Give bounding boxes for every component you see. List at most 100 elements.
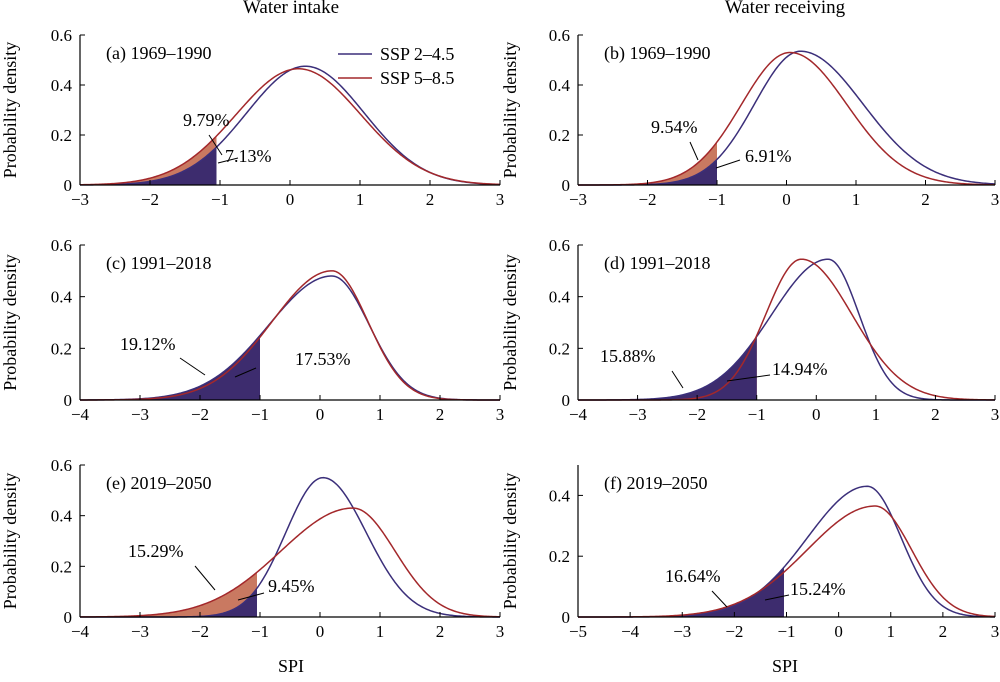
- y-axis-label: Probability density: [0, 42, 20, 179]
- x-tick-label: 2: [939, 622, 948, 641]
- panel-label: (d) 1991–2018: [604, 253, 711, 274]
- y-tick-label: 0.2: [51, 126, 72, 145]
- y-tick-label: 0.2: [549, 547, 570, 566]
- x-tick-label: 2: [436, 405, 445, 424]
- y-tick-label: 0.4: [549, 76, 571, 95]
- panel-label: (c) 1991–2018: [106, 253, 211, 274]
- y-tick-label: 0: [562, 391, 571, 410]
- x-axis-label-right: SPI: [772, 656, 798, 676]
- series-line-ssp245: [578, 485, 996, 618]
- x-tick-label: 1: [376, 405, 385, 424]
- annotation-leader: [711, 590, 728, 608]
- x-tick-label: −1: [251, 405, 269, 424]
- x-tick-label: −3: [131, 405, 149, 424]
- legend-label: SSP 5–8.5: [380, 68, 454, 88]
- annotation-leader: [689, 141, 699, 161]
- annotation-label: 9.45%: [268, 576, 315, 596]
- annotation-leader: [764, 594, 790, 601]
- annotation-label: 7.13%: [225, 146, 272, 166]
- annotation-label: 15.88%: [600, 346, 656, 366]
- annotation-leader: [715, 159, 741, 169]
- annotation-leader: [208, 134, 223, 156]
- annotation-label: 14.94%: [772, 359, 828, 379]
- series-line-ssp245: [578, 258, 995, 401]
- y-tick-label: 0: [562, 608, 571, 627]
- series-line-ssp585: [578, 505, 996, 618]
- x-tick-label: 2: [921, 190, 930, 209]
- series-line-ssp585: [80, 270, 500, 401]
- panel-label: (e) 2019–2050: [106, 473, 211, 494]
- y-tick-label: 0.6: [549, 26, 570, 45]
- y-tick-label: 0.4: [549, 288, 571, 307]
- y-axis-label: Probability density: [0, 473, 20, 610]
- y-tick-label: 0.4: [51, 507, 73, 526]
- x-tick-label: −2: [191, 622, 209, 641]
- x-tick-label: 3: [991, 190, 1000, 209]
- x-tick-label: −4: [621, 622, 640, 641]
- y-tick-label: 0.6: [51, 26, 72, 45]
- annotation-leader: [726, 374, 771, 382]
- x-tick-label: 0: [834, 622, 843, 641]
- x-tick-label: −4: [569, 405, 588, 424]
- y-tick-label: 0.2: [51, 557, 72, 576]
- tail-area-ssp245-top: [80, 588, 257, 617]
- x-tick-label: 0: [812, 405, 821, 424]
- x-tick-label: −1: [251, 622, 269, 641]
- annotation-label: 15.24%: [790, 579, 846, 599]
- x-tick-label: 0: [286, 190, 295, 209]
- x-tick-label: −1: [748, 405, 766, 424]
- x-tick-label: 2: [931, 405, 940, 424]
- panel-f: −5 −4 −3 −2 −1 0 1 2 3 0 0.2 0.4 Probability density…: [500, 465, 999, 641]
- y-tick-label: 0.2: [549, 339, 570, 358]
- x-tick-label: −2: [638, 190, 656, 209]
- panel-e: −4 −3 −2 −1 0 1 2 3 0 0.2 0.4 0.6 Probability densit…: [0, 456, 504, 641]
- x-tick-label: 3: [496, 622, 505, 641]
- x-tick-label: 0: [316, 405, 325, 424]
- annotation-label: 9.79%: [183, 110, 230, 130]
- tail-area-ssp585: [578, 572, 784, 617]
- annotation-label: 15.29%: [128, 541, 184, 561]
- y-tick-label: 0.2: [51, 339, 72, 358]
- x-tick-label: −3: [673, 622, 691, 641]
- series-line-ssp585: [79, 67, 501, 186]
- panel-b: −3 −2 −1 0 1 2 3 0 0.2 0.4 0.6 Probability density (…: [500, 26, 999, 209]
- y-tick-label: 0.6: [549, 236, 570, 255]
- panel-d: −4 −3 −2 −1 0 1 2 3 0 0.2 0.4 0.6 Probability densit…: [500, 236, 999, 424]
- x-tick-label: 2: [436, 622, 445, 641]
- annotation-leader: [237, 592, 265, 601]
- annotation-leader: [671, 370, 684, 389]
- panels-container: −3 −2 −1 0 1 2 3 0 0.2 0.4 0.6 Probability density (…: [0, 26, 999, 641]
- tail-area-ssp245-top: [578, 567, 784, 617]
- y-axis-label: Probability density: [500, 42, 520, 179]
- x-tick-label: 0: [782, 190, 791, 209]
- x-tick-label: −2: [725, 622, 743, 641]
- annotation-label: 19.12%: [120, 334, 176, 354]
- y-axis-label: Probability density: [500, 254, 520, 391]
- x-tick-label: −1: [777, 622, 795, 641]
- x-tick-label: −4: [71, 405, 90, 424]
- annotation-label: 16.64%: [665, 566, 721, 586]
- annotation-label: 9.54%: [651, 117, 698, 137]
- x-tick-label: −1: [211, 190, 229, 209]
- x-tick-label: −2: [688, 405, 706, 424]
- annotation-label: 17.53%: [295, 349, 351, 369]
- x-tick-label: 1: [356, 190, 365, 209]
- x-tick-label: −1: [708, 190, 726, 209]
- y-tick-label: 0.4: [51, 288, 73, 307]
- x-axis-label-left: SPI: [278, 656, 304, 676]
- series-line-ssp585: [79, 507, 501, 618]
- annotation-leader: [194, 565, 216, 591]
- y-tick-label: 0.2: [549, 126, 570, 145]
- tail-area-ssp585: [80, 572, 257, 617]
- column-title-water-intake: Water intake: [243, 0, 339, 18]
- x-tick-label: −2: [191, 405, 209, 424]
- panel-c: −4 −3 −2 −1 0 1 2 3 0 0.2 0.4 0.6 Probability densit…: [0, 236, 504, 424]
- x-tick-label: 1: [852, 190, 861, 209]
- legend: SSP 2–4.5 SSP 5–8.5: [338, 44, 454, 88]
- y-tick-label: 0.4: [549, 486, 571, 505]
- annotation-label: 6.91%: [745, 146, 792, 166]
- x-tick-label: 3: [496, 405, 505, 424]
- y-tick-label: 0: [562, 176, 571, 195]
- x-tick-label: 3: [496, 190, 505, 209]
